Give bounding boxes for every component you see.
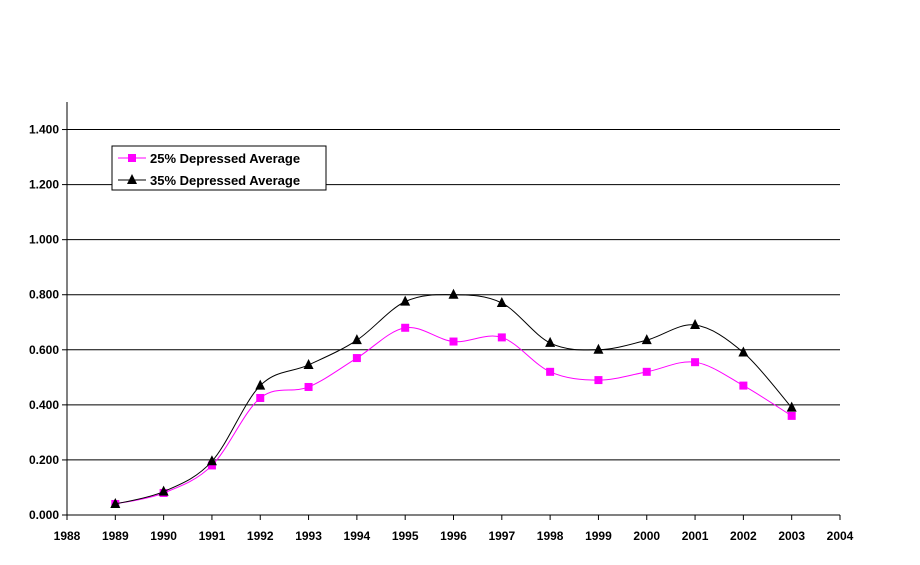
legend-item: 35% Depressed Average	[118, 173, 300, 188]
x-tick-label: 1992	[247, 529, 274, 543]
series-line	[115, 294, 793, 505]
x-tick-label: 1991	[199, 529, 226, 543]
legend: 25% Depressed Average 35% Depressed Avera…	[111, 145, 327, 191]
x-axis-ticks: 1988 1989 1990 1991 1992 1993 1994 1995 1996 1997…	[54, 515, 854, 543]
data-point	[351, 334, 362, 345]
data-point	[594, 376, 603, 385]
data-point	[739, 381, 748, 390]
legend-label: 25% Depressed Average	[150, 151, 300, 166]
x-tick-label: 1989	[102, 529, 129, 543]
data-point	[304, 382, 313, 391]
legend-box	[111, 145, 327, 191]
series-pink-squares	[111, 323, 796, 508]
square-marker-icon	[128, 154, 136, 162]
legend-label: 35% Depressed Average	[150, 173, 300, 188]
data-point	[641, 334, 652, 345]
data-point	[110, 497, 121, 508]
x-tick-label: 1999	[585, 529, 612, 543]
data-point	[256, 393, 265, 402]
data-point	[690, 319, 701, 330]
y-tick-label: 1.400	[29, 123, 59, 137]
series-group	[110, 288, 797, 508]
data-point	[496, 296, 507, 307]
y-tick-label: 1.200	[29, 178, 59, 192]
x-tick-label: 1994	[344, 529, 371, 543]
x-tick-label: 1996	[440, 529, 467, 543]
data-point	[449, 337, 458, 346]
x-tick-label: 2001	[682, 529, 709, 543]
data-point	[158, 485, 169, 496]
data-point	[545, 336, 556, 347]
x-tick-label: 1990	[150, 529, 177, 543]
data-point	[206, 455, 217, 466]
data-point	[593, 343, 604, 354]
data-point	[546, 367, 555, 376]
data-point	[255, 379, 266, 390]
data-point	[786, 401, 797, 412]
data-point	[303, 358, 314, 369]
triangle-marker-icon	[127, 174, 137, 184]
series-line	[115, 327, 792, 505]
data-point	[207, 461, 216, 470]
y-tick-label: 0.200	[29, 453, 59, 467]
data-point	[448, 288, 459, 299]
data-point	[738, 346, 749, 357]
data-point	[400, 295, 411, 306]
y-axis-ticks: 0.000 0.200 0.400 0.600 0.800 1.000 1.200 1.400	[29, 123, 67, 522]
data-point	[787, 411, 796, 420]
x-tick-label: 1997	[488, 529, 515, 543]
x-tick-label: 1998	[537, 529, 564, 543]
data-point	[691, 358, 700, 367]
data-point	[401, 323, 410, 332]
y-tick-label: 0.000	[29, 508, 59, 522]
legend-item: 25% Depressed Average	[118, 151, 300, 166]
x-tick-label: 2003	[778, 529, 805, 543]
x-tick-label: 2002	[730, 529, 757, 543]
series-black-triangles	[110, 288, 797, 508]
data-point	[352, 354, 361, 363]
data-point	[497, 333, 506, 342]
x-tick-label: 1988	[54, 529, 81, 543]
x-tick-label: 2004	[827, 529, 854, 543]
x-tick-label: 1993	[295, 529, 322, 543]
y-tick-label: 0.600	[29, 343, 59, 357]
data-point	[642, 367, 651, 376]
x-tick-label: 1995	[392, 529, 419, 543]
y-tick-label: 0.400	[29, 398, 59, 412]
y-tick-label: 0.800	[29, 288, 59, 302]
x-tick-label: 2000	[633, 529, 660, 543]
y-tick-label: 1.000	[29, 233, 59, 247]
